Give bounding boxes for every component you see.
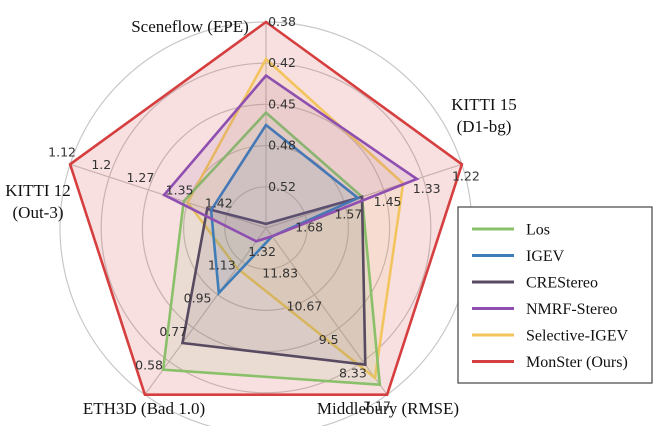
tick-sceneflow-4: 0.42 (268, 55, 296, 70)
tick-kitti12-1: 1.42 (205, 195, 233, 210)
tick-kitti12-3: 1.27 (126, 170, 154, 185)
tick-labels: 0.52 0.48 0.45 0.42 0.38 1.68 1.57 1.45 1.33 1.22… (48, 14, 480, 414)
legend: Los IGEV CREStereo NMRF-Stereo Selective-IGE… (457, 206, 653, 384)
tick-kitti12-4: 1.2 (91, 157, 111, 172)
tick-eth3d-4: 0.58 (135, 357, 163, 372)
tick-middlebury-2: 10.67 (287, 299, 323, 314)
tick-middlebury-3: 9.5 (319, 332, 339, 347)
legend-label-los: Los (526, 222, 550, 239)
tick-eth3d-2: 0.95 (184, 291, 212, 306)
legend-label-crestereo: CREStereo (526, 275, 598, 292)
tick-center: 1.32 (248, 244, 276, 259)
legend-label-selective-igev: Selective-IGEV (526, 328, 629, 345)
axis-title-middlebury: Middlebury (RMSE) (317, 399, 459, 418)
series-los (161, 110, 382, 387)
series-crestereo (180, 195, 367, 367)
spoke-eth3d (144, 227, 267, 396)
tick-sceneflow-3: 0.45 (268, 96, 296, 111)
tick-kitti15-1: 1.68 (295, 219, 323, 234)
tick-kitti15-5: 1.22 (452, 168, 480, 183)
tick-kitti12-5: 1.12 (48, 144, 76, 159)
legend-box (457, 206, 653, 384)
legend-label-nmrf-stereo: NMRF-Stereo (526, 301, 618, 318)
tick-eth3d-1: 1.13 (208, 257, 236, 272)
axis-title-kitti15: KITTI 15 (D1-bg) (451, 95, 517, 136)
legend-label-igev: IGEV (526, 248, 565, 265)
tick-kitti15-4: 1.33 (413, 181, 441, 196)
axis-title-kitti12: KITTI 12 (Out-3) (5, 181, 71, 222)
series-igev (209, 123, 361, 296)
tick-eth3d-3: 0.77 (159, 324, 187, 339)
tick-middlebury-5: 7.17 (363, 399, 391, 414)
series-nmrf-stereo (162, 73, 420, 243)
tick-kitti12-2: 1.35 (166, 183, 194, 198)
series-layer (68, 20, 464, 397)
axis-titles: Sceneflow (EPE) KITTI 15 (D1-bg) Middlebury… (5, 17, 517, 418)
tick-kitti15-2: 1.57 (334, 207, 362, 222)
tick-middlebury-1: 11.83 (262, 265, 298, 280)
tick-sceneflow-5: 0.38 (268, 14, 296, 29)
axis-title-sceneflow: Sceneflow (EPE) (131, 17, 249, 36)
spoke-middlebury (265, 227, 388, 396)
tick-middlebury-4: 8.33 (339, 365, 367, 380)
axis-title-eth3d: ETH3D (Bad 1.0) (83, 399, 205, 418)
spoke-kitti15 (265, 163, 463, 229)
tick-sceneflow-2: 0.48 (268, 138, 296, 153)
legend-label-monster-ours: MonSter (Ours) (526, 354, 628, 371)
tick-sceneflow-1: 0.52 (268, 179, 296, 194)
tick-kitti15-3: 1.45 (374, 194, 402, 209)
